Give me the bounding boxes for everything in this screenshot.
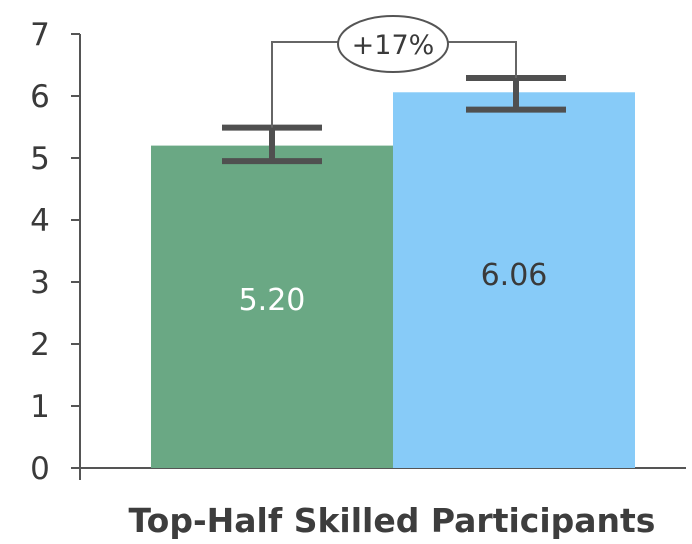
y-tick-label: 4 bbox=[30, 203, 50, 239]
y-tick-label: 3 bbox=[30, 265, 50, 301]
bars bbox=[151, 92, 635, 468]
y-tick-label: 0 bbox=[30, 451, 50, 487]
y-tick-label: 7 bbox=[30, 17, 50, 53]
bar-labels: 5.20 6.06 bbox=[239, 258, 548, 318]
y-tick-label: 2 bbox=[30, 327, 50, 363]
y-tick-label: 1 bbox=[30, 389, 50, 425]
error-bars bbox=[222, 75, 566, 165]
annotation-text: +17% bbox=[352, 30, 435, 61]
comparison-bracket: +17% bbox=[271, 15, 517, 128]
annotation-bubble bbox=[337, 15, 449, 73]
bar-value-label: 6.06 bbox=[481, 258, 548, 293]
y-tick-label: 6 bbox=[30, 79, 50, 115]
x-axis-label: Top-Half Skilled Participants bbox=[129, 501, 656, 540]
bar bbox=[393, 92, 635, 468]
bar-value-label: 5.20 bbox=[239, 283, 306, 318]
y-tick-label: 5 bbox=[30, 141, 50, 177]
bar bbox=[151, 145, 393, 468]
